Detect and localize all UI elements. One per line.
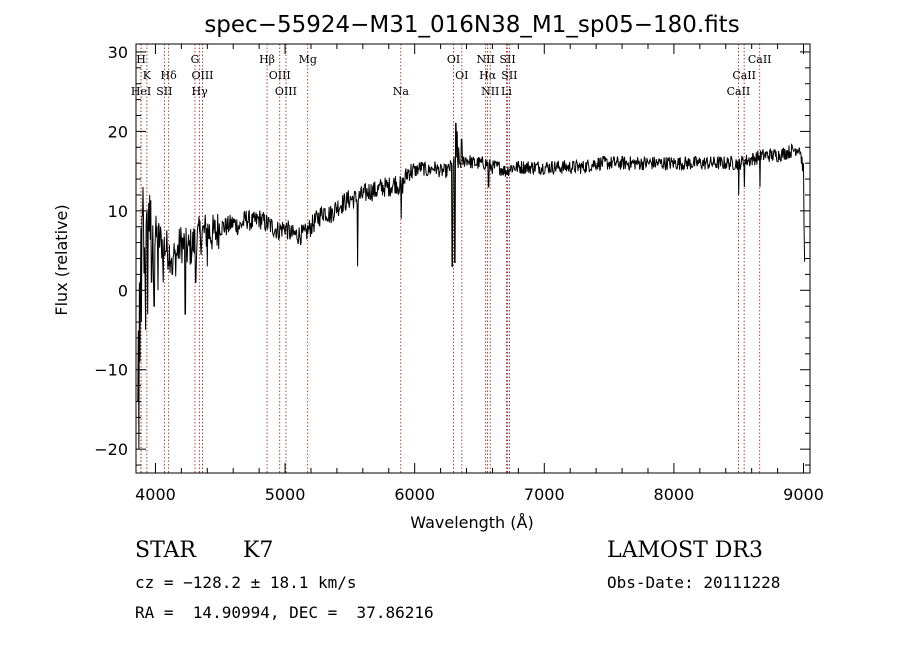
spectral-line-markers bbox=[140, 44, 761, 473]
line-label-17: NII bbox=[481, 85, 499, 98]
line-label-22: CaII bbox=[732, 69, 756, 82]
y-tick-label-0: 0 bbox=[118, 281, 128, 300]
object-class: STAR bbox=[135, 538, 196, 563]
spectrum-trace bbox=[137, 122, 806, 450]
observation-date: Obs-Date: 20111228 bbox=[607, 573, 781, 592]
x-tick-label-5000: 5000 bbox=[265, 485, 306, 504]
line-label-0: H bbox=[136, 53, 146, 66]
survey-name: LAMOST DR3 bbox=[607, 538, 763, 563]
x-axis-label: Wavelength (Å) bbox=[410, 513, 533, 532]
line-label-6: OIII bbox=[191, 69, 213, 82]
spectral-line-labels: HK HeI SII Hδ G OIII Hγ Hβ OIII OIII Mg Na OI OI NII Hα… bbox=[131, 53, 772, 98]
line-label-11: Mg bbox=[299, 53, 317, 66]
ra-dec-coordinates: RA = 14.90994, DEC = 37.86216 bbox=[135, 603, 434, 622]
line-label-20: Li bbox=[501, 85, 512, 98]
line-label-16: Hα bbox=[479, 69, 497, 82]
line-label-8: Hβ bbox=[259, 53, 275, 66]
y-tick-label--10: −10 bbox=[94, 361, 128, 380]
x-tick-label-7000: 7000 bbox=[524, 485, 565, 504]
y-tick-label-20: 20 bbox=[108, 122, 128, 141]
x-tick-label-9000: 9000 bbox=[783, 485, 824, 504]
line-label-7: Hγ bbox=[192, 85, 209, 98]
line-label-18: SII bbox=[499, 53, 515, 66]
line-label-9: OIII bbox=[269, 69, 291, 82]
line-label-15: NII bbox=[477, 53, 495, 66]
line-label-10: OIII bbox=[275, 85, 297, 98]
x-axis-ticks: 4000 5000 6000 7000 8000 9000 bbox=[135, 44, 824, 504]
line-label-12: Na bbox=[393, 85, 410, 98]
x-tick-label-4000: 4000 bbox=[135, 485, 176, 504]
line-label-4: Hδ bbox=[161, 69, 178, 82]
line-label-23: CaII bbox=[727, 85, 751, 98]
x-tick-label-6000: 6000 bbox=[394, 485, 435, 504]
y-tick-label-10: 10 bbox=[108, 202, 128, 221]
object-subclass: K7 bbox=[243, 538, 274, 563]
x-tick-label-8000: 8000 bbox=[654, 485, 695, 504]
plot-frame bbox=[135, 43, 811, 474]
line-label-5: G bbox=[191, 53, 200, 66]
redshift-velocity: cz = −128.2 ± 18.1 km/s bbox=[135, 573, 357, 592]
line-label-14: OI bbox=[455, 69, 468, 82]
line-label-2: HeI bbox=[131, 85, 151, 98]
line-label-13: OI bbox=[447, 53, 460, 66]
chart-title: spec−55924−M31_016N38_M1_sp05−180.fits bbox=[204, 12, 739, 38]
y-axis-ticks: −20 −10 0 10 20 30 bbox=[94, 43, 810, 466]
y-tick-label--20: −20 bbox=[94, 440, 128, 459]
line-label-21: CaII bbox=[748, 53, 772, 66]
y-axis-label: Flux (relative) bbox=[52, 204, 71, 315]
y-tick-label-30: 30 bbox=[108, 43, 128, 62]
line-label-19: SII bbox=[501, 69, 517, 82]
line-label-3: SII bbox=[156, 85, 172, 98]
line-label-1: K bbox=[143, 69, 152, 82]
